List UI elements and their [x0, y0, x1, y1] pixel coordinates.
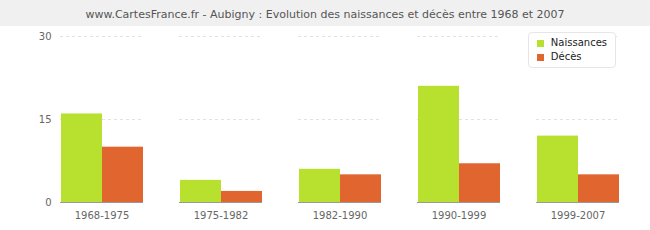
html-text:www.CartesFrance.fr - Aubigny: www.CartesFrance.fr - Aubigny : Evolutio…: [85, 8, 565, 21]
html-text:Naissances: Naissances: [550, 37, 607, 48]
svg-text:1990-1999: 1990-1999: [432, 210, 487, 221]
svg-text:1968-1975: 1968-1975: [75, 210, 130, 221]
svg-text:0: 0: [45, 197, 51, 208]
svg-text:15: 15: [39, 114, 52, 125]
svg-text:1975-1982: 1975-1982: [194, 210, 249, 221]
svg-text:1999-2007: 1999-2007: [551, 210, 606, 221]
html-text:Décès: Décès: [550, 51, 582, 62]
svg-text:1982-1990: 1982-1990: [313, 210, 368, 221]
svg-text:30: 30: [39, 31, 52, 42]
